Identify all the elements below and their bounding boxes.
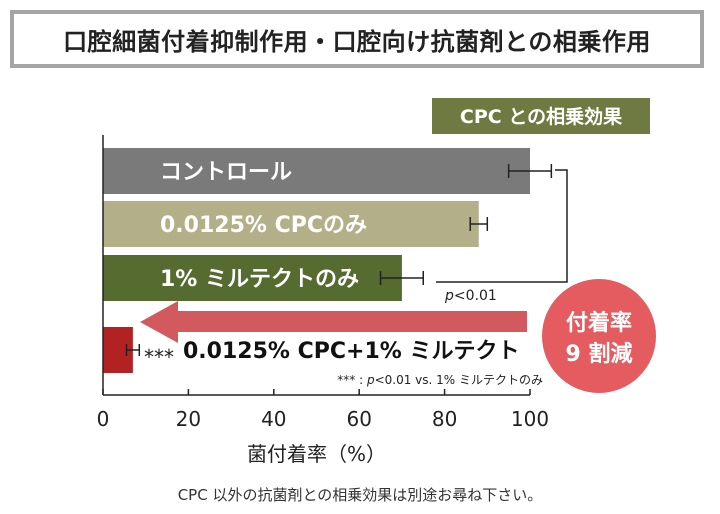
x-axis-label: 菌付着率（%）	[247, 442, 386, 466]
x-tick-label: 0	[97, 407, 110, 431]
footnote: CPC 以外の抗菌剤との相乗効果は別途お尋ね下さい。	[177, 486, 543, 504]
bar	[103, 255, 402, 301]
stars-note: *** : p<0.01 vs. 1% ミルテクトのみ	[337, 373, 543, 387]
category-label: 0.0125% CPC+1% ミルテクト	[183, 339, 519, 364]
callout-line1: 付着率	[566, 310, 632, 336]
title-box: 口腔細菌付着抑制作用・口腔向け抗菌剤との相乗作用	[10, 10, 704, 68]
category-label: コントロール	[160, 160, 292, 185]
x-tick-label: 60	[346, 407, 371, 431]
page-title: 口腔細菌付着抑制作用・口腔向け抗菌剤との相乗作用	[63, 27, 651, 56]
category-label: 0.0125% CPCのみ	[160, 213, 367, 238]
legend-badge-text: CPC との相乗効果	[460, 105, 622, 128]
overlay-group: CPC との相乗効果 p<0.01 *** *** : p<0.01 vs. 1% ミ…	[140, 98, 656, 393]
legend-badge	[432, 98, 650, 134]
callout-line2: 9 割減	[566, 341, 633, 367]
significance-stars: ***	[144, 345, 174, 369]
bars-group: コントロール 0.0125% CPCのみ 1% ミルテクトのみ 0.0125% CPC…	[103, 148, 553, 373]
significance-bracket	[435, 169, 568, 283]
bar	[103, 201, 479, 247]
x-tick-label: 100	[511, 407, 549, 431]
reduction-arrow	[140, 301, 527, 343]
category-label: 1% ミルテクトのみ	[160, 267, 359, 292]
bar	[103, 148, 530, 194]
x-tick-label: 20	[176, 407, 201, 431]
x-tick-label: 80	[432, 407, 457, 431]
callout-circle	[542, 279, 656, 393]
x-tick-label: 40	[261, 407, 286, 431]
bracket-p-label: p<0.01	[444, 288, 497, 304]
